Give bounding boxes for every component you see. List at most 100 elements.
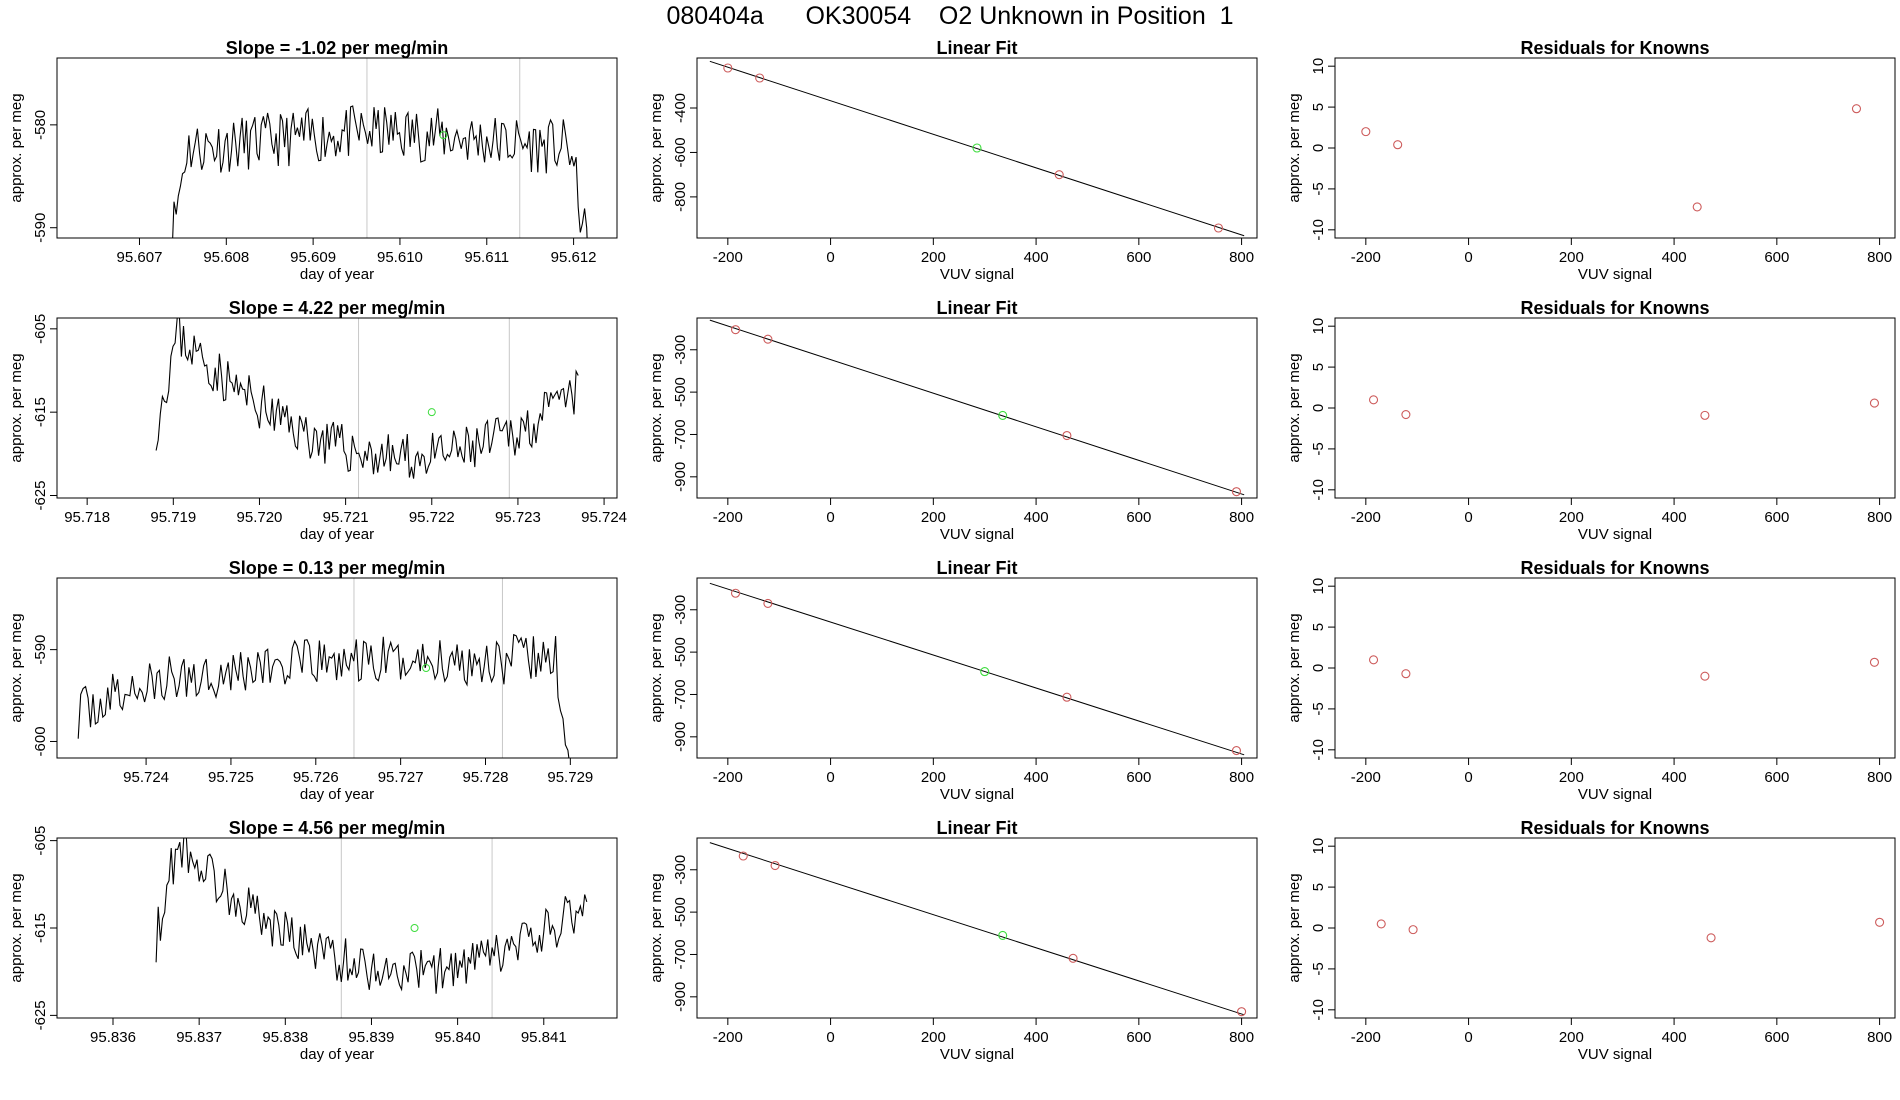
known-point bbox=[1237, 1007, 1247, 1017]
panel-title: Residuals for Knowns bbox=[1520, 298, 1709, 318]
page-title: 080404a OK30054 O2 Unknown in Position 1 bbox=[666, 2, 1234, 30]
y-tick-label: -615 bbox=[32, 397, 49, 427]
known-point bbox=[1706, 933, 1716, 943]
y-axis-label: approx. per meg bbox=[648, 353, 665, 462]
y-axis-label: approx. per meg bbox=[648, 613, 665, 722]
y-tick-label: -300 bbox=[672, 595, 689, 625]
x-tick-label: 0 bbox=[826, 1029, 834, 1046]
y-tick-label: -10 bbox=[1310, 479, 1327, 501]
known-point bbox=[1361, 127, 1371, 137]
y-tick-label: -10 bbox=[1310, 999, 1327, 1021]
data-trace bbox=[155, 838, 588, 994]
x-axis-label: VUV signal bbox=[1578, 526, 1652, 543]
x-tick-label: 800 bbox=[1867, 249, 1892, 266]
y-tick-label: -590 bbox=[32, 635, 49, 665]
unknown-point bbox=[980, 667, 990, 677]
known-point bbox=[1054, 170, 1064, 180]
y-tick-label: 5 bbox=[1310, 883, 1327, 891]
panel-title: Slope = 4.56 per meg/min bbox=[229, 818, 446, 838]
y-tick-label: -10 bbox=[1310, 219, 1327, 241]
x-tick-label: 400 bbox=[1662, 509, 1687, 526]
panel-title: Residuals for Knowns bbox=[1520, 558, 1709, 578]
panel-r0-c0: Slope = -1.02 per meg/min 95.607 95.608 95.… bbox=[8, 38, 618, 283]
panel-title: Linear Fit bbox=[936, 818, 1017, 838]
x-tick-label: -200 bbox=[1351, 769, 1381, 786]
x-tick-label: 800 bbox=[1229, 769, 1254, 786]
x-tick-label: 95.608 bbox=[203, 249, 249, 266]
x-tick-label: 800 bbox=[1867, 509, 1892, 526]
y-tick-label: -625 bbox=[32, 1000, 49, 1030]
y-tick-label: -500 bbox=[672, 377, 689, 407]
y-axis-label: approx. per meg bbox=[8, 873, 25, 982]
data-trace bbox=[77, 633, 570, 758]
y-axis-label: approx. per meg bbox=[1286, 613, 1303, 722]
panel-r3-c0: Slope = 4.56 per meg/min 95.836 95.837 95.8… bbox=[8, 818, 618, 1063]
known-point bbox=[1401, 409, 1411, 420]
known-point bbox=[755, 73, 765, 83]
x-tick-label: 0 bbox=[826, 769, 834, 786]
panel-r2-c0: Slope = 0.13 per meg/min 95.724 95.725 95.7… bbox=[8, 558, 618, 803]
known-point bbox=[1062, 430, 1072, 441]
y-tick-label: -800 bbox=[672, 182, 689, 212]
panel-title: Residuals for Knowns bbox=[1520, 818, 1709, 838]
plot-frame bbox=[1334, 57, 1896, 239]
x-tick-label: 600 bbox=[1764, 769, 1789, 786]
plot-frame bbox=[1334, 837, 1896, 1019]
x-axis-label: VUV signal bbox=[940, 526, 1014, 543]
x-tick-label: 600 bbox=[1764, 249, 1789, 266]
y-tick-label: -300 bbox=[672, 335, 689, 365]
x-tick-label: 95.607 bbox=[117, 249, 163, 266]
x-tick-label: 800 bbox=[1867, 769, 1892, 786]
x-tick-label: 95.839 bbox=[349, 1029, 395, 1046]
y-tick-label: 5 bbox=[1310, 363, 1327, 371]
y-tick-label: -500 bbox=[672, 897, 689, 927]
x-tick-label: -200 bbox=[713, 769, 743, 786]
x-tick-label: 95.837 bbox=[176, 1029, 222, 1046]
x-tick-label: 400 bbox=[1662, 769, 1687, 786]
x-tick-label: 0 bbox=[1464, 249, 1472, 266]
plot-frame bbox=[56, 57, 618, 239]
x-tick-label: -200 bbox=[1351, 509, 1381, 526]
known-point bbox=[1851, 104, 1862, 114]
x-tick-label: 400 bbox=[1662, 1029, 1687, 1046]
unknown-point bbox=[998, 410, 1008, 420]
y-tick-label: -700 bbox=[672, 679, 689, 709]
y-tick-label: -10 bbox=[1310, 739, 1327, 761]
x-tick-label: 200 bbox=[1559, 1029, 1584, 1046]
y-tick-label: -900 bbox=[672, 722, 689, 752]
known-point bbox=[1368, 655, 1379, 665]
x-tick-label: 95.729 bbox=[547, 769, 593, 786]
x-tick-label: 600 bbox=[1126, 769, 1151, 786]
x-tick-label: 0 bbox=[826, 249, 834, 266]
data-trace bbox=[172, 105, 588, 238]
y-tick-label: -625 bbox=[32, 480, 49, 510]
x-tick-label: 95.611 bbox=[464, 249, 509, 266]
x-tick-label: 95.724 bbox=[123, 769, 169, 786]
known-point bbox=[1401, 669, 1411, 679]
x-tick-label: 95.612 bbox=[551, 249, 597, 266]
x-tick-label: 95.609 bbox=[290, 249, 336, 266]
x-tick-label: 95.719 bbox=[150, 509, 196, 526]
plot-frame bbox=[696, 317, 1258, 499]
y-tick-label: 5 bbox=[1310, 103, 1327, 111]
y-tick-label: -5 bbox=[1310, 962, 1327, 975]
y-tick-label: 0 bbox=[1310, 404, 1327, 412]
y-tick-label: 10 bbox=[1310, 58, 1327, 75]
y-tick-label: -900 bbox=[672, 982, 689, 1012]
known-point bbox=[738, 851, 748, 861]
known-point bbox=[1869, 398, 1879, 408]
x-tick-label: 95.723 bbox=[495, 509, 541, 526]
panel-r3-c1: Linear Fit -200 0 200 400 600 800 -900 -700 -500 -… bbox=[648, 818, 1258, 1063]
unknown-point bbox=[427, 408, 436, 417]
x-tick-label: 600 bbox=[1764, 1029, 1789, 1046]
y-tick-label: 10 bbox=[1310, 318, 1327, 335]
known-point bbox=[1408, 925, 1418, 935]
x-axis-label: VUV signal bbox=[1578, 1046, 1652, 1063]
y-axis-label: approx. per meg bbox=[1286, 93, 1303, 202]
panel-title: Slope = -1.02 per meg/min bbox=[226, 38, 449, 58]
x-axis-label: day of year bbox=[300, 266, 374, 283]
y-axis-label: approx. per meg bbox=[648, 93, 665, 202]
known-point bbox=[1700, 671, 1710, 681]
fit-line bbox=[709, 582, 1245, 756]
panel-title: Slope = 0.13 per meg/min bbox=[229, 558, 446, 578]
